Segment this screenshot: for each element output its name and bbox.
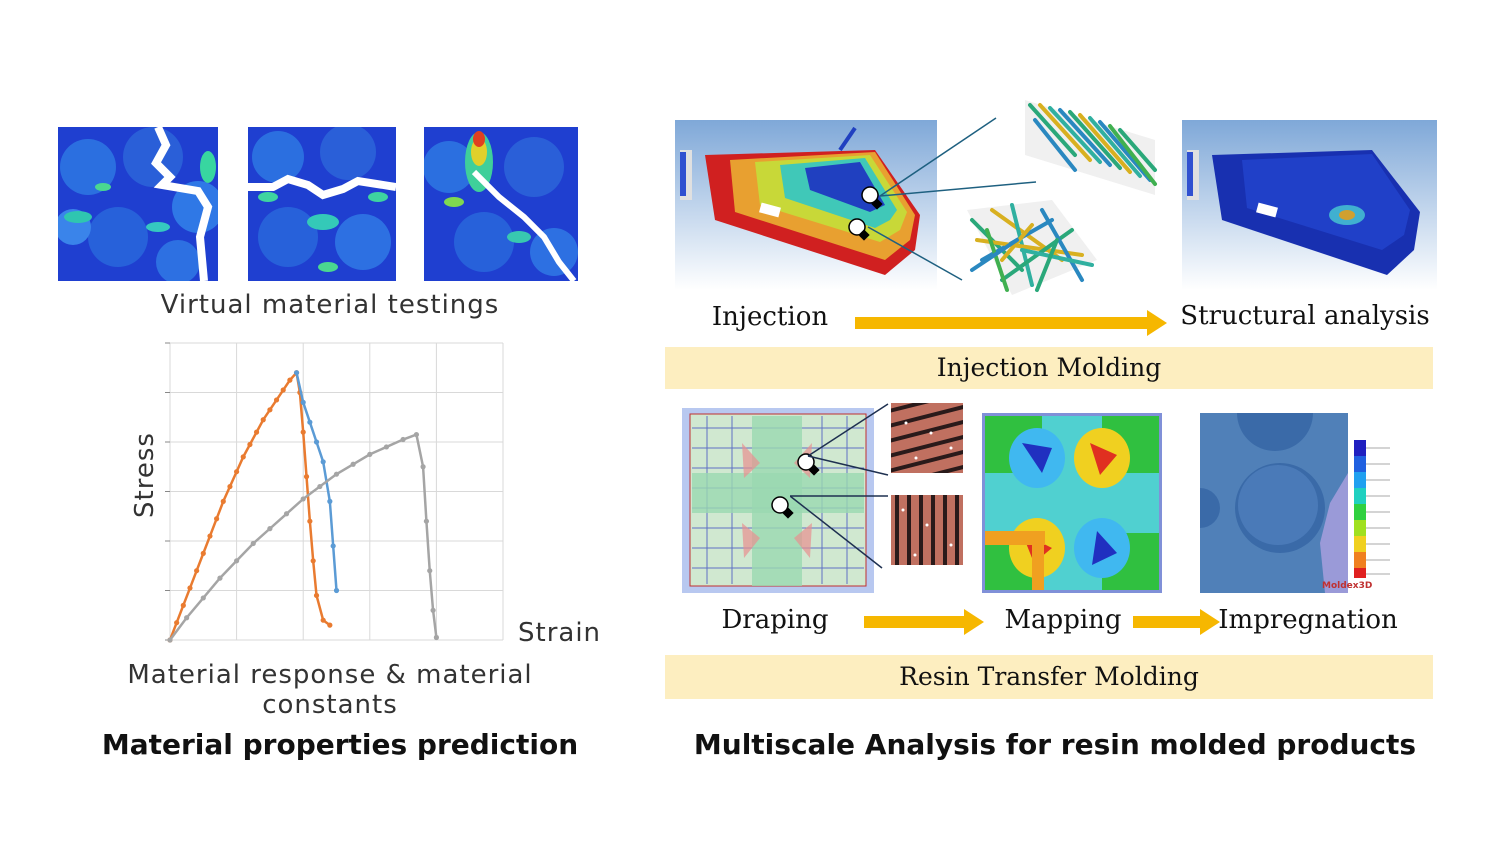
series-2-point <box>420 464 426 470</box>
series-1-point <box>320 459 326 465</box>
series-2-point <box>184 615 190 621</box>
series-2-point <box>267 526 273 532</box>
series-0-point <box>220 498 226 504</box>
series-0-point <box>280 387 286 393</box>
rtm-banner-text: Resin Transfer Molding <box>899 662 1199 691</box>
structural-analysis-image <box>1182 120 1437 290</box>
series-0-point <box>200 550 206 556</box>
series-0-point <box>174 620 180 626</box>
chart-x-axis-label: Strain <box>518 618 601 648</box>
injection-fill-image <box>675 120 937 290</box>
fabric-sheared-image <box>891 403 963 473</box>
fabric-zoom-lines <box>790 403 889 569</box>
series-0-point <box>207 533 213 539</box>
rtm-banner: Resin Transfer Molding <box>665 655 1433 699</box>
series-2-point <box>423 518 430 524</box>
virtual-test-image-3 <box>424 127 578 281</box>
series-1-point <box>307 419 313 425</box>
series-0-point <box>214 516 220 522</box>
series-0-point <box>180 602 186 608</box>
random-fibers-image <box>962 200 1097 295</box>
series-2-point <box>350 461 356 467</box>
virtual-test-image-1 <box>58 127 218 281</box>
chart-grid <box>165 342 504 641</box>
draping-label: Draping <box>721 605 829 635</box>
series-0-point <box>313 592 320 599</box>
series-1-point <box>313 439 320 445</box>
series-1-point <box>330 543 336 549</box>
series-2-point <box>217 575 223 581</box>
series-2-point <box>427 568 433 574</box>
mapping-image <box>982 413 1162 593</box>
series-2-point <box>283 511 290 517</box>
stress-strain-chart: Stress Strain <box>130 342 601 648</box>
injection-label: Injection <box>711 302 829 332</box>
draping-image <box>682 408 874 593</box>
series-0-point <box>253 429 260 435</box>
series-0-point <box>300 429 306 435</box>
series-0-point <box>187 585 193 591</box>
virtual-test-image-2 <box>248 127 396 281</box>
series-0-point <box>320 617 326 623</box>
injection-molding-banner: Injection Molding <box>665 347 1433 389</box>
series-2-point <box>200 595 206 601</box>
impregnation-label: Impregnation <box>1218 605 1398 635</box>
series-0-point <box>227 483 233 490</box>
right-section-title: Multiscale Analysis for resin molded pro… <box>693 728 1417 761</box>
structural-label: Structural analysis <box>1180 301 1430 331</box>
impregnation-legend <box>1350 420 1410 595</box>
series-1-point <box>300 399 306 405</box>
series-2-point <box>433 634 439 641</box>
chart-caption: Material response & material constants <box>127 660 533 720</box>
injection-arrow <box>855 310 1167 336</box>
series-0-point <box>307 518 313 524</box>
mapping-label: Mapping <box>1004 605 1122 635</box>
series-1-point <box>293 370 300 376</box>
series-2-point <box>317 483 323 490</box>
series-0-point <box>327 622 333 628</box>
series-2-point <box>234 558 240 564</box>
aligned-fibers-image <box>1015 100 1165 195</box>
series-2-point <box>367 451 373 457</box>
series-1-point <box>333 587 340 594</box>
series-0-point <box>240 454 246 460</box>
virtual-testing-caption: Virtual material testings <box>160 290 500 320</box>
series-2-point <box>383 444 390 450</box>
series-line-0 <box>168 369 331 641</box>
chart-y-axis-label: Stress <box>130 432 160 518</box>
series-0-point <box>194 568 200 574</box>
series-2-point <box>333 471 340 477</box>
left-section-title: Material properties prediction <box>101 728 579 761</box>
fabric-straight-image <box>891 495 963 565</box>
moldex-logo: Moldex3D <box>1322 581 1373 591</box>
series-0-point <box>273 397 280 403</box>
series-0-point <box>303 474 310 480</box>
chart-series <box>167 369 439 643</box>
series-line-1 <box>295 372 338 591</box>
series-2-point <box>430 607 436 613</box>
impregnation-image <box>1200 413 1348 593</box>
fiber-zoom-lines <box>867 117 1037 281</box>
series-2-point <box>250 540 256 547</box>
draping-arrow <box>864 609 984 635</box>
series-0-point <box>247 441 253 448</box>
series-2-point <box>167 637 173 643</box>
series-2-point <box>400 436 406 443</box>
series-0-point <box>287 377 293 383</box>
mapping-arrow <box>1133 609 1220 635</box>
series-0-point <box>267 407 273 413</box>
series-0-point <box>310 558 316 564</box>
series-2-point <box>413 431 420 438</box>
series-0-point <box>234 469 240 475</box>
series-1-point <box>327 498 333 504</box>
injection-molding-banner-text: Injection Molding <box>936 353 1162 382</box>
series-0-point <box>260 417 266 423</box>
series-2-point <box>300 496 306 502</box>
